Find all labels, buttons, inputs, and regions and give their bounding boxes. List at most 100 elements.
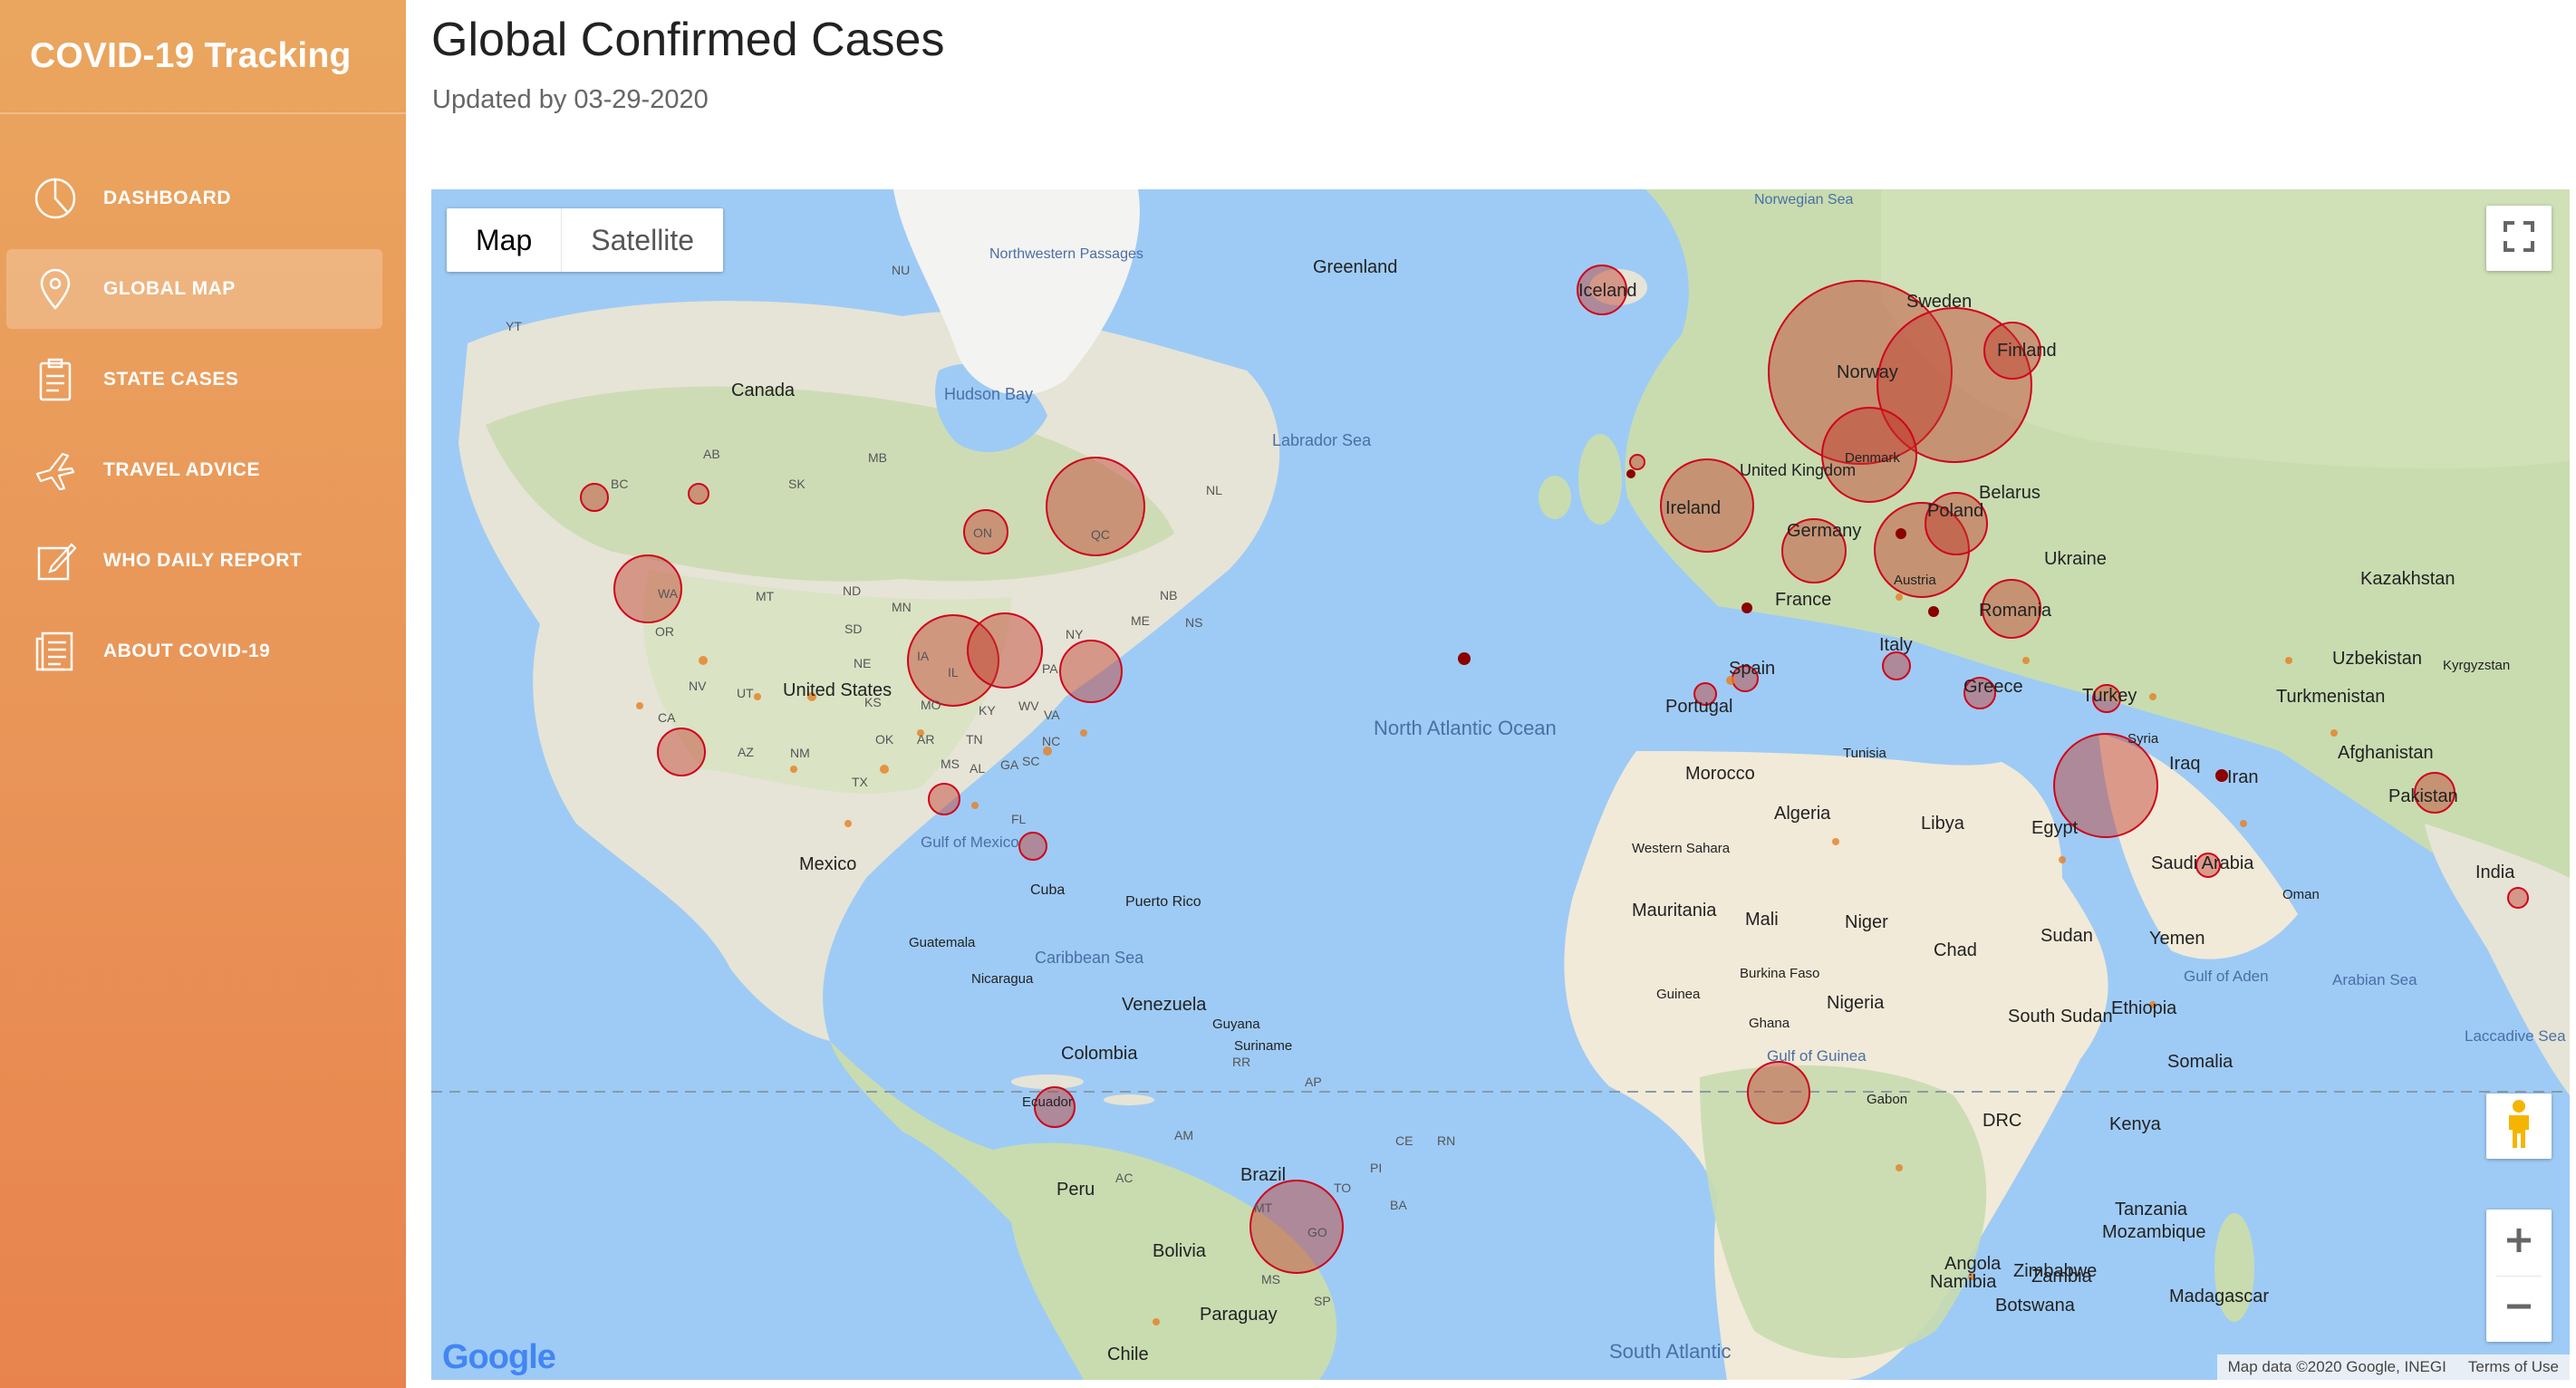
sidebar-item-label: STATE CASES: [103, 369, 239, 390]
map-label-country: Sweden: [1906, 292, 1972, 312]
map-label-water: Gulf of Guinea: [1767, 1047, 1867, 1065]
map-label-water: Gulf of Mexico: [921, 834, 1019, 851]
map-type-control: Map Satellite: [447, 208, 724, 272]
map-label-country: Burkina Faso: [1740, 966, 1819, 981]
map-label-state: SP: [1314, 1294, 1331, 1308]
map-label-country: Nicaragua: [971, 971, 1034, 987]
map-label-state: WA: [658, 586, 679, 601]
map-label-water: Hudson Bay: [944, 385, 1033, 403]
map-label-country: Mauritania: [1632, 901, 1717, 921]
map-labels: Canada United States Mexico Cuba Puerto …: [506, 192, 2566, 1364]
map-label-country: Ecuador: [1022, 1094, 1073, 1110]
airplane-icon: [32, 447, 79, 494]
basemap: Canada United States Mexico Cuba Puerto …: [431, 189, 2570, 1380]
sidebar-item-who-daily-report[interactable]: WHO DAILY REPORT: [6, 521, 382, 601]
map-label-country: Zambia: [2031, 1267, 2093, 1287]
map-label-state: AL: [970, 761, 985, 776]
app-title: COVID-19 Tracking: [0, 0, 406, 114]
map-label-state: MN: [892, 600, 912, 614]
map-label-country: Ghana: [1749, 1016, 1790, 1031]
map-label-country: Portugal: [1665, 697, 1733, 717]
map-label-state: NV: [689, 679, 707, 693]
map-label-water: South Atlantic: [1609, 1340, 1732, 1363]
map-label-country: Bolivia: [1153, 1241, 1207, 1261]
map-label-state: MT: [756, 589, 775, 603]
map-label-country: Guinea: [1656, 987, 1701, 1002]
map-label-country: South Sudan: [2008, 1007, 2113, 1027]
map-label-country: Mexico: [799, 854, 856, 874]
terms-of-use-link[interactable]: Terms of Use: [2467, 1358, 2559, 1375]
map-label-country: France: [1775, 590, 1831, 610]
map-label-country: Madagascar: [2169, 1287, 2269, 1306]
map-label-country: Western Sahara: [1632, 841, 1731, 856]
map-label-state: MO: [921, 698, 941, 712]
map-label-country: Ireland: [1665, 498, 1721, 518]
map-label-country: Ethiopia: [2111, 998, 2177, 1018]
map-label-country: Libya: [1921, 814, 1965, 834]
map-label-state: RN: [1437, 1133, 1455, 1148]
case-bubbles: [580, 265, 2529, 1274]
sidebar-item-state-cases[interactable]: STATE CASES: [6, 340, 382, 419]
map-label-state: OK: [875, 732, 894, 747]
map-label-water: Labrador Sea: [1272, 431, 1372, 449]
map-label-state: AP: [1305, 1075, 1322, 1089]
map-label-country: Saudi Arabia: [2151, 853, 2254, 873]
map-label-state: KS: [864, 695, 882, 709]
map-label-country: Namibia: [1930, 1272, 1997, 1292]
sidebar-item-travel-advice[interactable]: TRAVEL ADVICE: [6, 430, 382, 510]
map-label-state: NL: [1206, 483, 1222, 497]
sidebar-item-dashboard[interactable]: DASHBOARD: [6, 159, 382, 238]
map-label-country: Kyrgyzstan: [2443, 658, 2510, 673]
map-label-country: Morocco: [1685, 764, 1755, 784]
map-label-country: Cuba: [1030, 882, 1065, 898]
map-label-country: Angola: [1944, 1254, 2002, 1274]
fullscreen-button[interactable]: [2486, 206, 2552, 271]
map-label-state: CE: [1395, 1133, 1413, 1148]
sidebar-item-about-covid-19[interactable]: ABOUT COVID-19: [6, 612, 382, 691]
map-label-state: AM: [1174, 1128, 1193, 1142]
map-label-country: Turkey: [2082, 686, 2137, 706]
map-type-satellite-button[interactable]: Satellite: [591, 224, 695, 256]
map-label-state: ON: [973, 525, 992, 540]
map-label-country: Mali: [1745, 910, 1779, 930]
map-label-country: United States: [783, 680, 892, 700]
map-label-state: NC: [1042, 734, 1060, 748]
map-label-country: Suriname: [1234, 1038, 1292, 1054]
street-view-pegman-button[interactable]: [2486, 1094, 2552, 1159]
map-label-country: Uzbekistan: [2332, 649, 2422, 669]
pegman-icon: [2505, 1099, 2533, 1154]
map-label-state: WV: [1018, 699, 1039, 713]
google-logo[interactable]: Google: [442, 1338, 556, 1377]
sidebar-item-label: ABOUT COVID-19: [103, 641, 271, 661]
map-label-state: MB: [868, 450, 887, 465]
map-label-country: Sudan: [2041, 926, 2093, 946]
map-label-country: Greenland: [1313, 257, 1397, 277]
zoom-divider: [2496, 1275, 2542, 1277]
zoom-out-button[interactable]: [2486, 1277, 2552, 1342]
updated-date: Updated by 03-29-2020: [432, 85, 709, 114]
map-label-country: Iraq: [2169, 754, 2200, 774]
edit-note-icon: [32, 537, 79, 584]
map-label-country: Belarus: [1979, 483, 2041, 503]
sidebar-item-label: DASHBOARD: [103, 188, 231, 208]
minus-icon: [2504, 1291, 2534, 1326]
sidebar-item-global-map[interactable]: GLOBAL MAP: [6, 249, 382, 329]
map-label-country: Romania: [1979, 601, 2052, 621]
zoom-in-button[interactable]: [2486, 1210, 2552, 1276]
map-label-state: AR: [917, 732, 934, 747]
global-map[interactable]: Canada United States Mexico Cuba Puerto …: [431, 189, 2570, 1380]
google-logo-text: Google: [442, 1338, 556, 1376]
fullscreen-icon: [2504, 220, 2534, 256]
map-label-state: NY: [1066, 627, 1084, 641]
map-label-country: Tunisia: [1843, 746, 1886, 761]
map-label-country: Greece: [1963, 677, 2023, 697]
map-label-country: Somalia: [2167, 1052, 2233, 1072]
map-label-country: Germany: [1787, 521, 1861, 541]
map-type-map-button[interactable]: Map: [447, 208, 563, 272]
map-label-country: Chile: [1107, 1345, 1149, 1364]
map-label-state: SC: [1022, 754, 1039, 768]
map-label-state: MS: [941, 757, 960, 771]
map-label-state: SD: [844, 622, 862, 636]
map-label-state: AC: [1115, 1171, 1133, 1185]
map-label-state: UT: [737, 686, 754, 700]
